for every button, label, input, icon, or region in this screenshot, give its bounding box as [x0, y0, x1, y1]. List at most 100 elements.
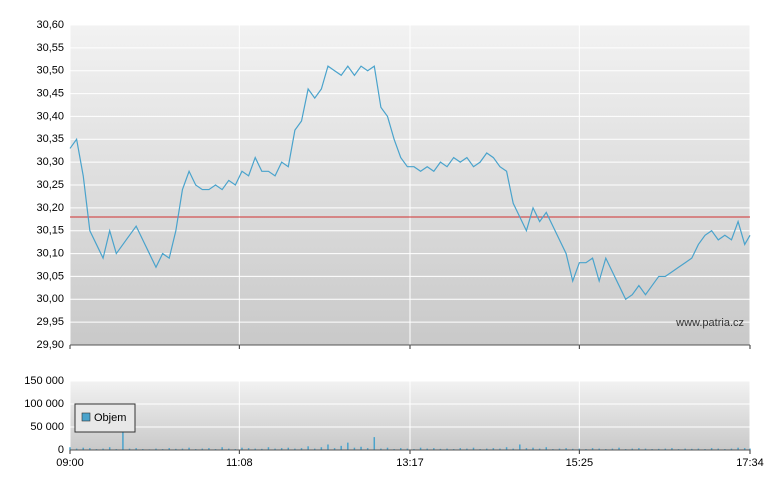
y-tick-label: 30,35 [36, 133, 64, 145]
volume-bar [419, 447, 422, 450]
volume-bar [446, 448, 448, 450]
volume-bar [466, 448, 468, 450]
volume-bar [538, 448, 541, 450]
x-tick-label: 09:00 [56, 457, 84, 469]
y-tick-label: 30,10 [36, 247, 64, 259]
volume-bar [300, 448, 303, 450]
volume-bar [188, 447, 190, 450]
volume-bar [294, 448, 296, 450]
volume-bar [155, 448, 157, 450]
volume-bar [618, 447, 620, 450]
volume-bar [386, 447, 389, 450]
legend-label: Objem [94, 412, 126, 424]
volume-bar [558, 448, 561, 450]
volume-bar [241, 447, 243, 450]
volume-bar [274, 448, 276, 450]
volume-bar [644, 448, 647, 450]
volume-bar [571, 448, 574, 450]
volume-bar [307, 446, 309, 450]
volume-bar [499, 448, 501, 450]
volume-bar [373, 437, 376, 450]
volume-bar [459, 448, 462, 450]
volume-bar [578, 448, 581, 450]
volume-bar [532, 447, 534, 450]
volume-bar [360, 446, 362, 450]
y-tick-label: 100 000 [24, 398, 64, 410]
y-tick-label: 29,95 [36, 316, 64, 328]
volume-bar [340, 445, 342, 450]
volume-bar [565, 448, 567, 450]
volume-bar [75, 448, 78, 450]
volume-bar [671, 448, 673, 450]
y-tick-label: 30,45 [36, 87, 64, 99]
y-tick-label: 150 000 [24, 375, 64, 387]
volume-bar [611, 448, 614, 450]
y-tick-label: 50 000 [30, 421, 64, 433]
volume-bar [366, 448, 369, 450]
volume-bar [426, 448, 428, 450]
volume-bar [380, 448, 382, 450]
volume-bar [492, 448, 495, 450]
volume-bar [287, 447, 290, 450]
volume-bar [545, 447, 548, 450]
volume-bar [512, 448, 514, 450]
volume-bar [749, 448, 751, 450]
volume-bar [327, 444, 329, 450]
volume-bar [228, 448, 230, 450]
volume-bar [261, 448, 263, 450]
volume-bar [320, 447, 323, 450]
y-tick-label: 30,60 [36, 19, 64, 31]
price-line [69, 65, 751, 301]
volume-bar [684, 448, 686, 450]
x-tick-label: 15:25 [566, 457, 594, 469]
volume-bar [168, 448, 170, 450]
y-tick-label: 30,25 [36, 179, 64, 191]
volume-bar [347, 442, 349, 450]
volume-bar [697, 448, 700, 450]
legend-swatch [81, 412, 91, 422]
volume-bar [743, 448, 746, 450]
volume-bar [201, 448, 204, 450]
x-tick-label: 11:08 [226, 457, 253, 469]
volume-bar [247, 448, 250, 450]
volume-bar [267, 447, 270, 450]
volume-bar [280, 448, 283, 450]
y-tick-label: 30,20 [36, 202, 64, 214]
volume-bar [631, 448, 634, 450]
volume-bar [657, 448, 660, 450]
volume-bar [399, 448, 402, 450]
volume-bar [135, 448, 137, 450]
y-tick-label: 30,40 [36, 110, 64, 122]
volume-bar [254, 448, 256, 450]
volume-bar [710, 448, 713, 450]
y-tick-label: 29,90 [36, 339, 64, 351]
volume-bar [730, 448, 733, 450]
volume-bar [598, 448, 600, 450]
x-tick-label: 13:17 [396, 457, 424, 469]
volume-bar [505, 447, 508, 450]
volume-bar [691, 448, 693, 450]
volume-bar [102, 448, 104, 450]
y-tick-label: 30,55 [36, 42, 64, 54]
watermark: www.patria.cz [675, 317, 744, 329]
y-tick-label: 30,30 [36, 156, 64, 168]
y-tick-label: 30,50 [36, 65, 64, 77]
y-tick-label: 30,05 [36, 270, 64, 282]
volume-bar [181, 448, 184, 450]
volume-bar [638, 448, 640, 450]
volume-bar [519, 444, 521, 450]
volume-bar [591, 448, 594, 450]
y-tick-label: 0 [58, 444, 64, 456]
volume-bar [208, 448, 210, 450]
volume-bar [737, 447, 739, 450]
volume-bar [175, 448, 177, 450]
volume-bar [525, 448, 528, 450]
volume-bar [406, 448, 409, 450]
volume-bar [717, 448, 719, 450]
volume-bar [353, 447, 356, 450]
volume-bar [108, 447, 111, 450]
volume-bar [433, 448, 435, 450]
y-tick-label: 30,00 [36, 293, 64, 305]
volume-bar [128, 448, 131, 450]
